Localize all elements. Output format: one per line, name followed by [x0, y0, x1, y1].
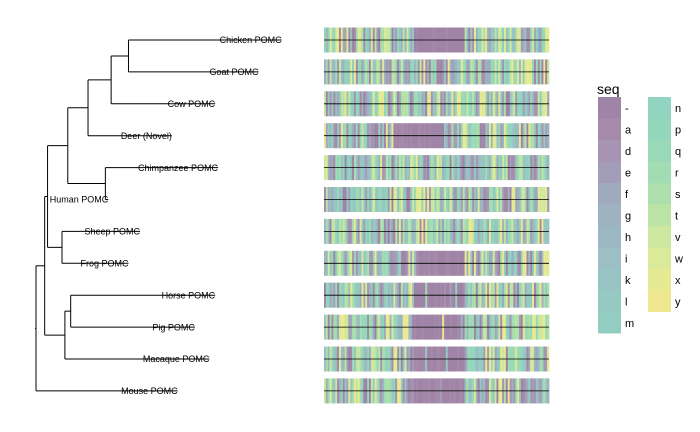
legend-label: - [625, 103, 629, 115]
tip-label: Horse POMC [162, 290, 216, 300]
legend-label: q [675, 146, 681, 158]
legend-key [598, 290, 621, 312]
legend-key [598, 97, 621, 119]
tip-label: Macaque POMC [143, 354, 210, 364]
legend-label: g [625, 210, 631, 222]
legend-key [648, 97, 671, 119]
legend-key [648, 183, 671, 205]
alignment-row [324, 346, 550, 372]
tip-label: Chimpanzee POMC [138, 163, 219, 173]
legend-label: l [625, 296, 627, 308]
tip-label: Mouse POMC [121, 386, 178, 396]
legend-key [648, 204, 671, 226]
legend-label: f [625, 189, 629, 201]
legend-key [598, 269, 621, 291]
legend-label: t [675, 210, 678, 222]
tip-label: Frog POMC [80, 259, 129, 269]
tip-label: Goat POMC [210, 67, 260, 77]
legend-key [598, 161, 621, 183]
legend-label: i [625, 253, 627, 265]
legend-key [648, 161, 671, 183]
alignment-heatmap [324, 27, 550, 404]
legend-key [648, 226, 671, 248]
alignment-row [324, 314, 550, 340]
legend-key [598, 204, 621, 226]
legend-label: d [625, 146, 631, 158]
tip-label: Pig POMC [152, 322, 195, 332]
legend-label: r [675, 167, 679, 179]
legend-key [598, 312, 621, 334]
tip-labels: Chicken POMC Goat POMC Cow POMC Deer (Novel… [50, 35, 282, 396]
tip-label: Human POMC [50, 195, 109, 205]
alignment-row [324, 91, 550, 117]
legend-label: x [675, 275, 681, 287]
legend-key [648, 118, 671, 140]
legend-label: v [675, 232, 681, 244]
alignment-row [324, 378, 550, 404]
legend-key [648, 290, 671, 312]
tip-label: Deer (Novel) [121, 131, 172, 141]
legend-label: m [625, 318, 634, 330]
alignment-row [324, 27, 550, 53]
legend-label: n [675, 103, 681, 115]
legend-label: y [675, 296, 681, 308]
legend-label: w [674, 253, 683, 265]
legend-key [648, 140, 671, 162]
legend-label: p [675, 124, 681, 136]
legend-key [598, 226, 621, 248]
legend-key [648, 247, 671, 269]
tip-label: Cow POMC [168, 99, 216, 109]
alignment-row [324, 250, 550, 276]
legend-label: h [625, 232, 631, 244]
legend-label: a [625, 124, 632, 136]
legend-key [598, 140, 621, 162]
alignment-row [324, 187, 550, 212]
legend-key [598, 183, 621, 205]
alignment-row [324, 282, 550, 308]
tip-label: Chicken POMC [220, 35, 283, 45]
legend-key [598, 118, 621, 140]
legend-label: e [625, 167, 631, 179]
legend-key [648, 269, 671, 291]
alignment-row [324, 218, 550, 244]
tip-label: Sheep POMC [85, 227, 141, 237]
legend-label: s [675, 189, 681, 201]
phylogenetic-tree [35, 39, 282, 392]
legend-title: seq [597, 81, 620, 97]
alignment-row [324, 59, 550, 85]
legend-label: k [625, 275, 631, 287]
alignment-row [324, 155, 550, 181]
alignment-row [324, 123, 550, 149]
legend-key [598, 247, 621, 269]
